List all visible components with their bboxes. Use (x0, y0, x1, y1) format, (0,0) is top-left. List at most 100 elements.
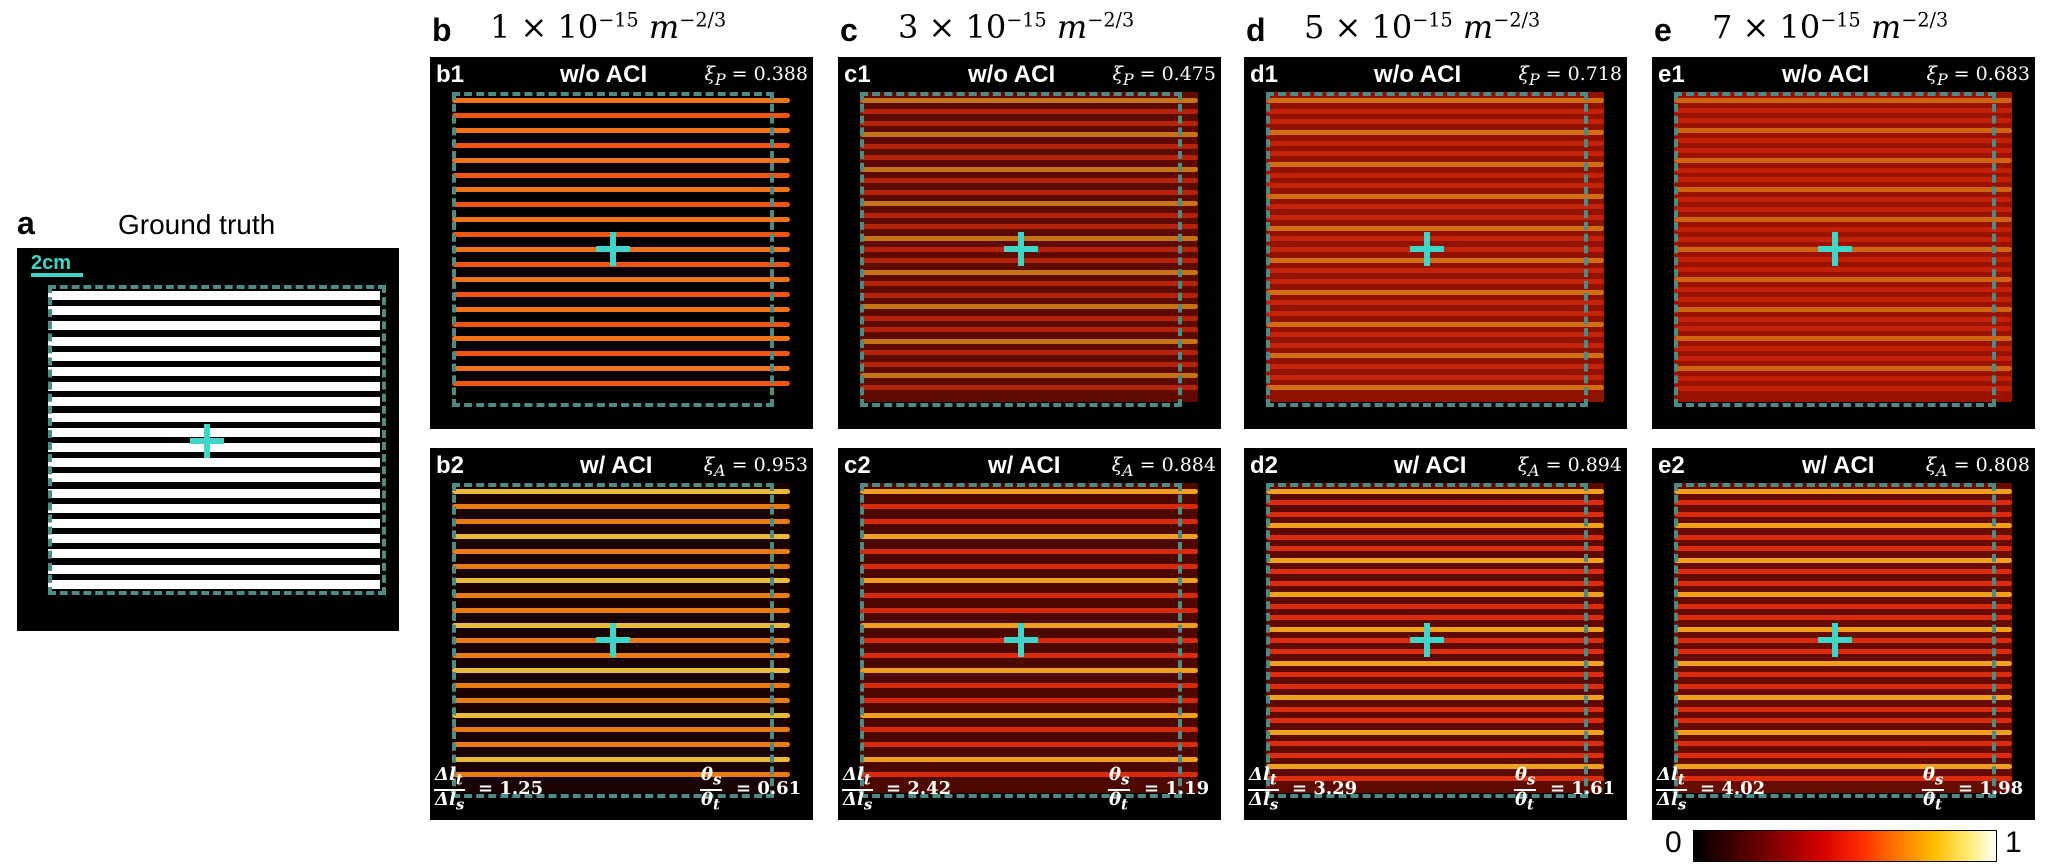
aci-label: w/ ACI (1802, 452, 1875, 479)
image-stripe (1266, 546, 1604, 552)
xi-value: 0.808 (1975, 454, 2030, 476)
image-stripe (452, 772, 790, 778)
roi-dashed-box (860, 483, 1182, 798)
ground-truth-stripes (48, 285, 380, 590)
image-stripe (452, 667, 790, 673)
image-stripe (1266, 98, 1604, 103)
ratio-l-value: = 1.25 (478, 778, 544, 799)
xi-subscript: P (1122, 69, 1134, 89)
image-stripe (1266, 706, 1604, 712)
image-stripe (1674, 217, 2012, 223)
image-stripe (452, 112, 790, 118)
image-b1: b1 w/o ACI ξP = 0.388 (430, 57, 813, 429)
image-stripe (860, 667, 1198, 673)
xi-metric: ξA = 0.894 (1517, 454, 1622, 480)
image-stripe (860, 224, 1198, 230)
image-stripe (1674, 237, 2012, 243)
ground-truth-stripe (48, 427, 380, 437)
image-stripe (1266, 225, 1604, 231)
image-stripe (452, 366, 790, 372)
roi-dashed-box (452, 483, 774, 798)
image-stripe (860, 235, 1198, 241)
roi-dashed-box (452, 92, 774, 407)
image-stripe (1674, 296, 2012, 302)
image-stripe (860, 503, 1198, 509)
image-stripe (1674, 500, 2012, 506)
image-stripe (1674, 683, 2012, 689)
intensity-field (1674, 92, 2012, 402)
subpanel-label: d1 (1250, 61, 1279, 88)
image-stripe (452, 142, 790, 148)
image-stripe (452, 682, 790, 688)
xi-value: 0.683 (1975, 63, 2030, 85)
image-stripe (1266, 489, 1604, 494)
image-stripe (452, 489, 790, 494)
ratio-theta-fraction: θs θt (1108, 764, 1131, 814)
ground-truth-stripe (48, 412, 380, 422)
image-stripe (1266, 183, 1604, 189)
image-stripe (1266, 523, 1604, 529)
image-stripe (1266, 615, 1604, 621)
image-stripe (860, 563, 1198, 569)
image-stripe (860, 132, 1198, 138)
image-stripe (860, 489, 1198, 494)
image-stripe (1266, 603, 1604, 609)
image-stripe (1266, 161, 1604, 167)
image-stripe (1674, 718, 2012, 724)
image-stripe (1266, 729, 1604, 735)
image-stripe (860, 178, 1198, 184)
ratio-l-value: = 4.02 (1700, 778, 1766, 799)
xi-subscript: A (714, 460, 726, 480)
xi-value: 0.388 (753, 63, 808, 85)
image-stripe (1674, 336, 2012, 342)
image-stripe (1266, 374, 1604, 380)
ground-truth-stripe (48, 443, 380, 452)
image-stripe (452, 276, 790, 282)
roi-dashed-box (1674, 92, 1996, 407)
image-stripe (1674, 326, 2012, 332)
colorbar (1693, 830, 1997, 862)
image-stripe (452, 742, 790, 748)
ground-truth-stripe (48, 549, 380, 559)
scale-bar (31, 273, 83, 277)
image-stripe (1266, 660, 1604, 666)
image-stripe (452, 548, 790, 554)
image-stripe (1674, 197, 2012, 203)
xi-value: 0.475 (1161, 63, 1216, 85)
subpanel-label: b2 (436, 452, 465, 479)
subpanel-label: e2 (1658, 452, 1685, 479)
image-stripe (860, 623, 1198, 629)
ratio-l-fraction: Δlt Δls (1656, 764, 1688, 814)
ground-truth-stripe (48, 367, 380, 376)
image-stripe (1674, 98, 2012, 103)
image-stripe (860, 652, 1198, 658)
image-stripe (452, 533, 790, 539)
image-stripe (1674, 286, 2012, 292)
image-stripe (452, 712, 790, 718)
image-stripe (1266, 108, 1604, 114)
roi-dashed-box (1266, 483, 1588, 798)
ratio-theta-value: = 1.98 (1958, 778, 2024, 799)
panel-letter-b: b (432, 12, 452, 48)
image-stripe (1266, 215, 1604, 221)
image-stripe (452, 172, 790, 178)
image-stripe (1266, 151, 1604, 157)
xi-metric: ξA = 0.884 (1111, 454, 1216, 480)
image-stripe (860, 143, 1198, 149)
image-stripe (452, 652, 790, 658)
image-stripe (1674, 276, 2012, 282)
image-stripe (1266, 236, 1604, 242)
ground-truth-stripe (48, 382, 380, 392)
image-stripe (860, 578, 1198, 584)
image-stripe (1674, 177, 2012, 183)
center-cross-icon (610, 623, 616, 657)
intensity-field (452, 92, 790, 402)
image-stripe (860, 338, 1198, 344)
image-stripe (452, 291, 790, 297)
image-stripe (1266, 580, 1604, 586)
image-stripe (1266, 672, 1604, 678)
aci-label: w/o ACI (560, 61, 648, 88)
image-stripe (1674, 741, 2012, 747)
xi-metric: ξA = 0.808 (1925, 454, 2030, 480)
ratio-l-fraction: Δlt Δls (1248, 764, 1280, 814)
